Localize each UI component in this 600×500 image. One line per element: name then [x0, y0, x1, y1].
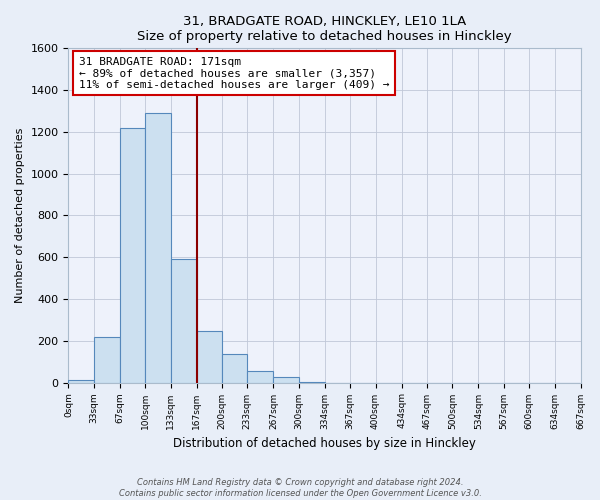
Bar: [94, 336, 120, 382]
Text: 31 BRADGATE ROAD: 171sqm
← 89% of detached houses are smaller (3,357)
11% of sem: 31 BRADGATE ROAD: 171sqm ← 89% of detach…: [79, 56, 389, 90]
Bar: [247, 371, 274, 382]
Title: 31, BRADGATE ROAD, HINCKLEY, LE10 1LA
Size of property relative to detached hous: 31, BRADGATE ROAD, HINCKLEY, LE10 1LA Si…: [137, 15, 512, 43]
X-axis label: Distribution of detached houses by size in Hinckley: Distribution of detached houses by size …: [173, 437, 476, 450]
Bar: [170, 260, 197, 382]
Bar: [145, 113, 170, 382]
Bar: [197, 332, 222, 382]
Bar: [274, 378, 299, 382]
Bar: [222, 354, 247, 382]
Bar: [120, 128, 145, 382]
Y-axis label: Number of detached properties: Number of detached properties: [15, 128, 25, 303]
Bar: [68, 380, 94, 382]
Text: Contains HM Land Registry data © Crown copyright and database right 2024.
Contai: Contains HM Land Registry data © Crown c…: [119, 478, 481, 498]
